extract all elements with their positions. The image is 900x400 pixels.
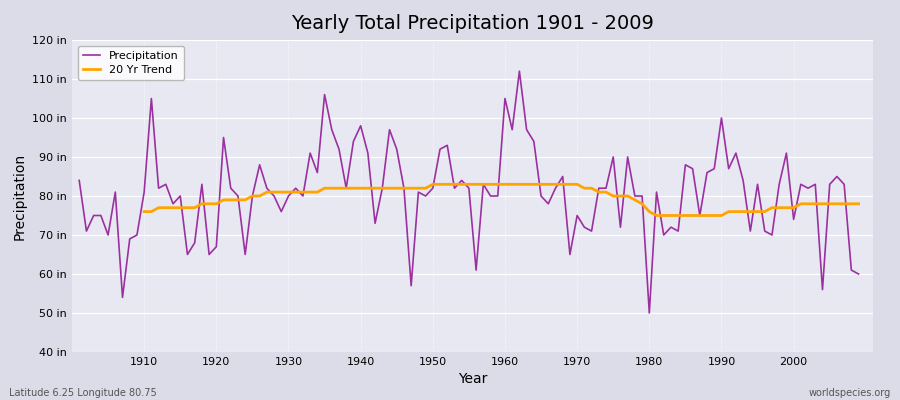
Precipitation (492, 194, 503, 198)
Precipitation (644, 310, 654, 315)
Precipitation (853, 272, 864, 276)
Text: Latitude 6.25 Longitude 80.75: Latitude 6.25 Longitude 80.75 (9, 388, 157, 398)
Legend: Precipitation, 20 Yr Trend: Precipitation, 20 Yr Trend (77, 46, 184, 80)
Precipitation (74, 178, 85, 183)
20 Yr Trend (810, 201, 821, 206)
20 Yr Trend (305, 190, 316, 194)
20 Yr Trend (572, 182, 582, 187)
Text: worldspecies.org: worldspecies.org (809, 388, 891, 398)
Precipitation (291, 186, 302, 190)
Precipitation (593, 186, 604, 190)
Line: 20 Yr Trend: 20 Yr Trend (144, 184, 859, 216)
X-axis label: Year: Year (458, 372, 487, 386)
Precipitation (334, 147, 345, 152)
Precipitation (131, 232, 142, 237)
20 Yr Trend (428, 182, 438, 187)
Precipitation (514, 69, 525, 74)
20 Yr Trend (514, 182, 525, 187)
20 Yr Trend (276, 190, 287, 194)
Y-axis label: Precipitation: Precipitation (13, 152, 27, 240)
20 Yr Trend (853, 201, 864, 206)
20 Yr Trend (832, 201, 842, 206)
20 Yr Trend (139, 209, 149, 214)
Title: Yearly Total Precipitation 1901 - 2009: Yearly Total Precipitation 1901 - 2009 (291, 14, 654, 33)
Line: Precipitation: Precipitation (79, 71, 859, 313)
Precipitation (500, 96, 510, 101)
20 Yr Trend (651, 213, 661, 218)
